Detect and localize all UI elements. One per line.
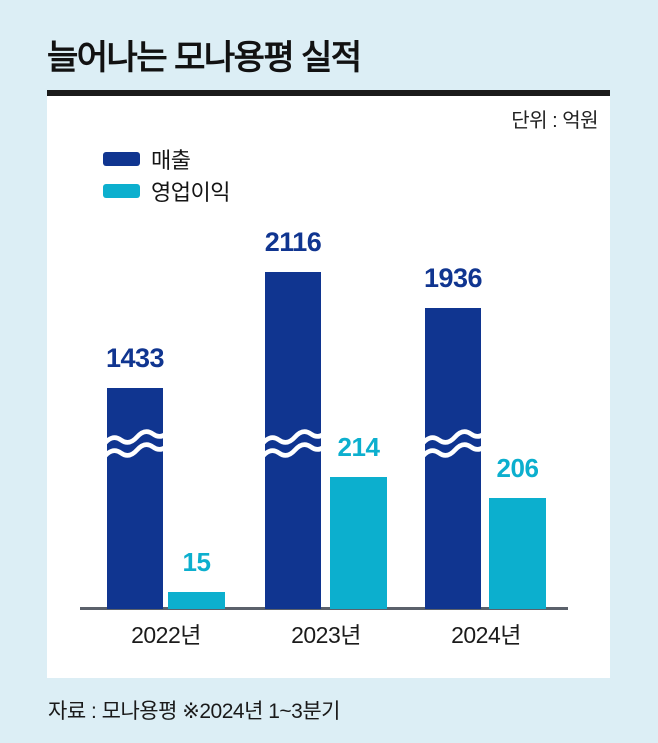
revenue-value-label: 1936 <box>423 263 483 293</box>
profit-bar <box>489 498 546 609</box>
revenue-bar <box>425 308 481 609</box>
legend-item-revenue: 매출 <box>103 146 230 173</box>
unit-label: 단위 : 억원 <box>511 110 598 132</box>
page-title: 늘어나는 모나용평 실적 <box>47 39 362 77</box>
revenue-bar <box>107 388 163 609</box>
x-axis-line <box>80 607 568 610</box>
profit-value-label: 214 <box>337 432 380 462</box>
revenue-value-label: 1433 <box>105 343 165 373</box>
revenue-swatch-icon <box>103 152 140 166</box>
legend-label-operating-profit: 영업이익 <box>151 180 230 205</box>
profit-value-label: 15 <box>182 547 211 577</box>
x-axis-label: 2024년 <box>451 622 521 648</box>
revenue-bar <box>265 272 321 609</box>
profit-bar <box>330 477 387 609</box>
operating-profit-swatch-icon <box>103 184 140 198</box>
axis-break-icon <box>265 429 321 458</box>
legend-item-operating-profit: 영업이익 <box>103 178 230 205</box>
legend-label-revenue: 매출 <box>151 148 191 173</box>
x-axis-label: 2023년 <box>291 622 361 648</box>
profit-bar <box>168 592 225 609</box>
title-divider <box>47 90 610 96</box>
axis-break-icon <box>425 429 481 458</box>
source-label: 자료 : 모나용평 ※2024년 1~3분기 <box>48 700 341 723</box>
legend: 매출 영업이익 <box>103 146 230 210</box>
x-axis-label: 2022년 <box>131 622 201 648</box>
revenue-value-label: 2116 <box>264 227 322 257</box>
profit-value-label: 206 <box>496 453 539 483</box>
axis-break-icon <box>107 429 163 458</box>
